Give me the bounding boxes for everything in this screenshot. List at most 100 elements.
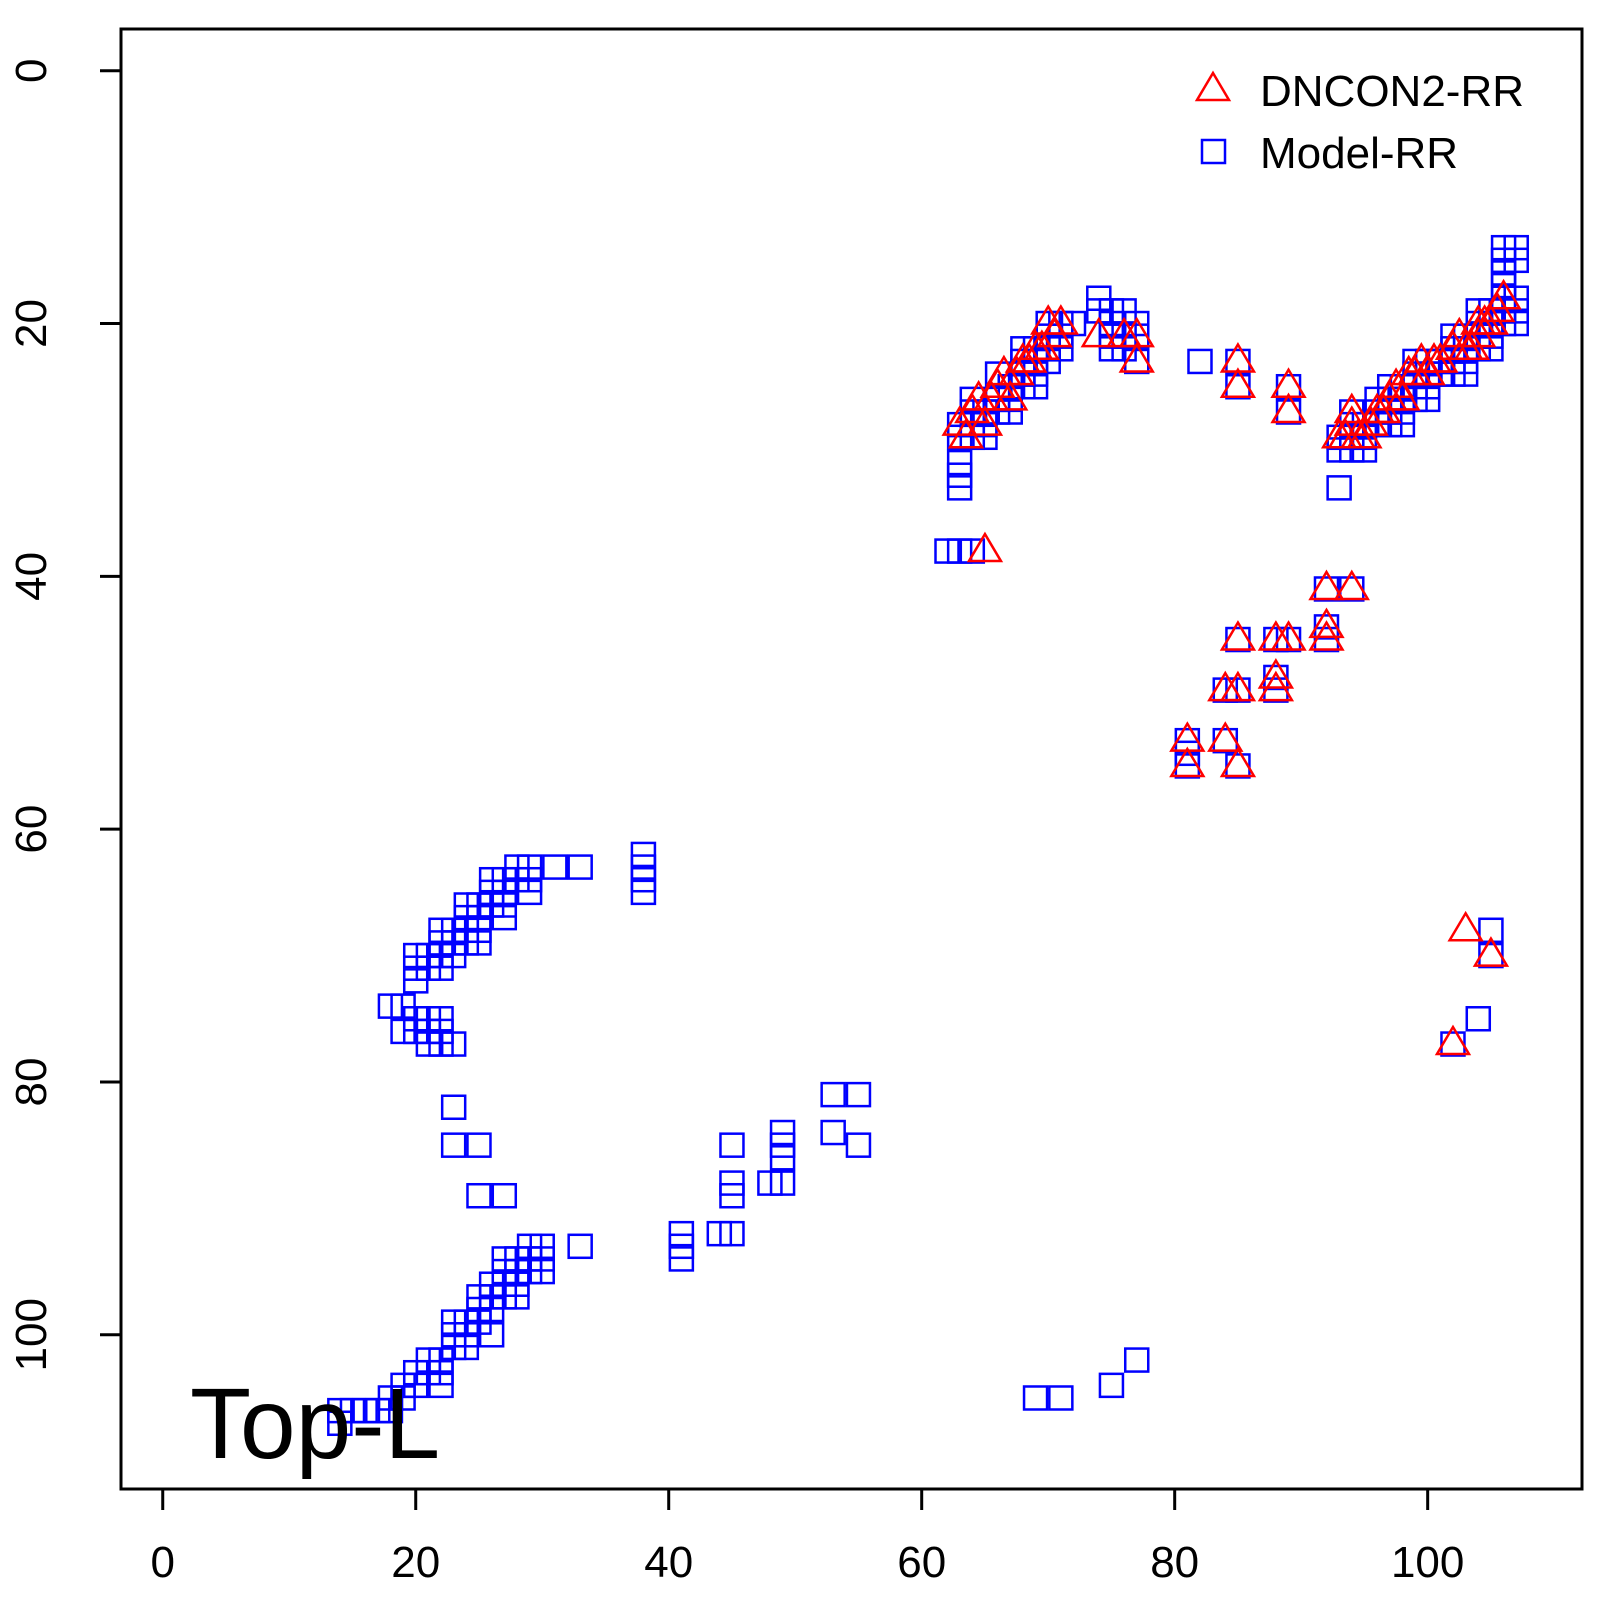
y-axis: 0 20 40 60 80 100 — [7, 58, 123, 1371]
series-dncon2-rr — [941, 278, 1522, 1056]
triangle-point — [1434, 1024, 1472, 1056]
triangle-point — [1219, 746, 1257, 778]
square-point — [719, 1182, 745, 1209]
x-tick-label: 60 — [897, 1538, 946, 1587]
triangle-point — [1308, 569, 1345, 601]
y-tick-label: 0 — [7, 58, 56, 82]
square-point — [466, 1132, 492, 1158]
square-point — [820, 1119, 846, 1146]
x-tick-label: 80 — [1150, 1538, 1199, 1587]
triangle-point — [1270, 392, 1307, 424]
square-point — [1048, 1385, 1074, 1411]
square-point — [1098, 1372, 1125, 1399]
triangle-point — [1472, 936, 1510, 967]
x-tick-label: 20 — [391, 1538, 440, 1587]
square-point — [1452, 361, 1479, 387]
triangle-point — [992, 379, 1029, 411]
corner-annotation: Top-L — [190, 1368, 440, 1480]
triangle-point — [1447, 910, 1484, 942]
square-point — [1313, 576, 1340, 602]
square-point — [1060, 310, 1087, 337]
triangle-point — [1219, 670, 1257, 702]
square-point — [1225, 373, 1251, 400]
square-point — [516, 879, 543, 906]
square-point — [466, 930, 492, 956]
square-point — [1478, 336, 1504, 362]
square-point — [1478, 942, 1504, 969]
triangle-point — [1118, 341, 1155, 373]
triangle-point — [1080, 316, 1117, 348]
square-point — [769, 1170, 796, 1196]
triangle-point — [1333, 392, 1370, 424]
square-point — [1275, 399, 1302, 425]
x-tick-label: 40 — [644, 1538, 693, 1587]
square-point — [668, 1246, 695, 1272]
square-point — [1187, 348, 1213, 375]
triangle-point — [1270, 620, 1307, 651]
square-point — [1048, 336, 1074, 362]
square-point — [478, 1322, 505, 1348]
square-point — [972, 424, 998, 451]
triangle-point — [1257, 658, 1295, 689]
square-point — [997, 399, 1023, 425]
square-point — [1326, 475, 1352, 501]
square-point — [845, 1081, 872, 1108]
triangle-point — [1308, 620, 1345, 651]
square-point — [466, 1182, 492, 1209]
square-point — [1022, 373, 1049, 400]
triangle-point — [966, 405, 1004, 436]
square-point — [1414, 386, 1441, 413]
square-point — [769, 1145, 796, 1171]
square-point — [959, 538, 986, 564]
legend: DNCON2-RR Model-RR — [1194, 67, 1524, 178]
series-layer — [327, 234, 1529, 1437]
triangle-point — [1485, 278, 1522, 310]
legend-marker-dncon2-rr — [1194, 70, 1232, 102]
triangle-point — [1207, 721, 1244, 752]
square-point — [946, 475, 973, 501]
square-point — [845, 1132, 872, 1158]
square-point — [440, 1132, 467, 1158]
square-point — [440, 1031, 467, 1057]
triangle-point — [1219, 620, 1257, 651]
square-point — [1339, 576, 1365, 602]
square-point — [630, 879, 657, 906]
square-point — [1389, 411, 1416, 438]
plot-frame — [119, 27, 1584, 1491]
square-point — [567, 854, 593, 880]
square-point — [529, 1258, 555, 1285]
square-point — [491, 904, 518, 931]
triangle-point — [1308, 607, 1345, 639]
square-point — [719, 1132, 745, 1158]
square-point — [491, 1182, 518, 1209]
square-point — [1225, 753, 1251, 779]
square-point — [1022, 1385, 1049, 1411]
square-point — [719, 1220, 745, 1247]
triangle-point — [1219, 367, 1257, 398]
square-point — [567, 1233, 593, 1260]
square-point — [1225, 626, 1251, 653]
y-tick-label: 80 — [7, 1057, 56, 1106]
x-axis: 0 20 40 60 80 100 — [151, 1487, 1464, 1587]
square-point — [1212, 727, 1239, 754]
x-tick-label: 100 — [1391, 1538, 1464, 1587]
legend-label-model-rr: Model-RR — [1260, 129, 1458, 178]
square-point — [1123, 1347, 1150, 1373]
legend-marker-model-rr — [1200, 138, 1227, 165]
y-tick-label: 100 — [7, 1298, 56, 1371]
y-tick-label: 20 — [7, 299, 56, 348]
triangle-point — [966, 531, 1004, 563]
triangle-point — [1257, 670, 1295, 702]
legend-label-dncon2-rr: DNCON2-RR — [1260, 67, 1524, 116]
triangle-point — [1042, 304, 1080, 335]
square-point — [440, 1094, 467, 1121]
triangle-point — [1384, 379, 1421, 411]
triangle-point — [1169, 746, 1206, 778]
square-point — [1440, 1031, 1466, 1057]
square-point — [1465, 1006, 1492, 1032]
y-tick-label: 60 — [7, 805, 56, 854]
square-point — [820, 1081, 846, 1108]
square-point — [1503, 310, 1529, 337]
square-point — [428, 1372, 454, 1399]
